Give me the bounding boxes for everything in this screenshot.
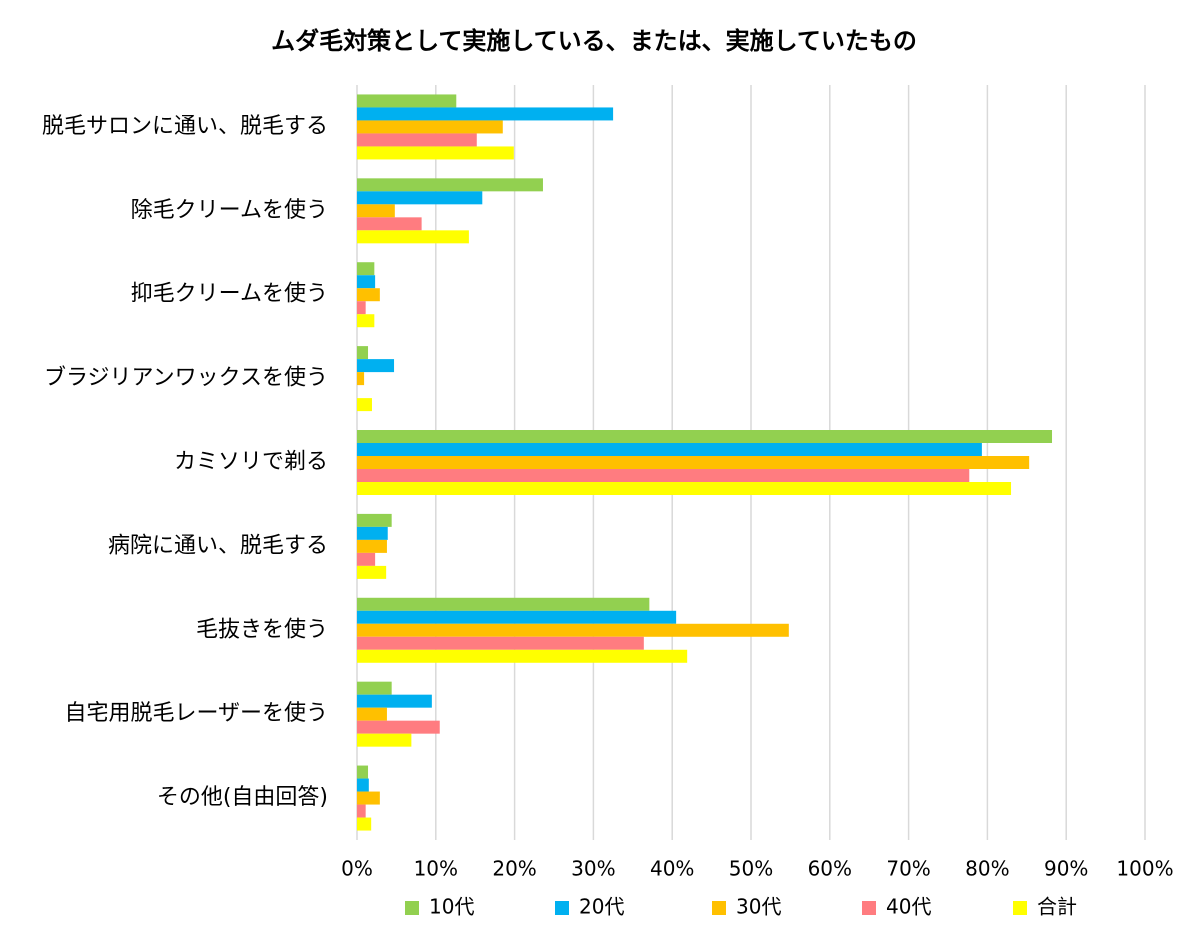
bar	[357, 120, 503, 134]
y-tick-label: ブラジリアンワックスを使う	[44, 366, 328, 391]
bar	[357, 804, 366, 818]
legend-label: 合計	[1037, 895, 1077, 919]
bar	[357, 733, 412, 747]
y-tick-label: 脱毛サロンに通い、脱毛する	[42, 114, 328, 139]
bar	[357, 275, 376, 289]
bar	[357, 817, 372, 831]
legend-swatch	[1013, 901, 1027, 915]
bar	[357, 94, 457, 108]
bar	[357, 778, 369, 792]
y-tick-label: 除毛クリームを使う	[131, 198, 328, 223]
bar	[357, 107, 614, 121]
bar	[357, 230, 469, 244]
legend-swatch	[555, 901, 569, 915]
bar	[357, 610, 677, 624]
bar	[357, 430, 1053, 443]
legend-swatch	[712, 901, 726, 915]
x-tick-label: 60%	[808, 857, 852, 881]
bar	[357, 552, 376, 566]
bar	[357, 694, 432, 708]
bar	[357, 565, 387, 579]
legend-label: 30代	[736, 895, 781, 919]
x-tick-label: 30%	[571, 857, 615, 881]
y-tick-label: 自宅用脱毛レーザーを使う	[64, 701, 328, 726]
bar	[357, 597, 650, 611]
bar	[357, 178, 543, 192]
chart-title: ムダ毛対策として実施している、または、実施していたもの	[271, 27, 917, 55]
bar	[357, 482, 1012, 495]
bar	[357, 791, 380, 805]
legend-swatch	[405, 901, 419, 915]
bar	[357, 314, 375, 328]
bar	[357, 204, 395, 218]
x-tick-label: 20%	[492, 857, 536, 881]
bar	[357, 133, 477, 147]
legend-label: 20代	[579, 895, 624, 919]
x-tick-label: 80%	[965, 857, 1009, 881]
bar	[357, 636, 644, 650]
legend-label: 10代	[429, 895, 474, 919]
y-tick-label: その他(自由回答)	[157, 785, 328, 810]
y-tick-label: 毛抜きを使う	[196, 617, 328, 642]
x-tick-label: 10%	[414, 857, 458, 881]
bar	[357, 720, 440, 734]
bar	[357, 456, 1030, 469]
bar	[357, 359, 395, 373]
bar	[357, 469, 970, 482]
y-tick-label: 抑毛クリームを使う	[131, 282, 328, 307]
bar	[357, 372, 365, 386]
bar	[357, 191, 483, 205]
bar	[357, 765, 369, 779]
y-tick-label: 病院に通い、脱毛する	[108, 533, 328, 558]
bar	[357, 649, 688, 663]
bar	[357, 398, 372, 412]
legend-label: 40代	[886, 895, 931, 919]
bar	[357, 262, 375, 276]
bar	[357, 526, 388, 540]
bar	[357, 707, 387, 721]
bar	[357, 513, 392, 527]
x-tick-label: 90%	[1044, 857, 1088, 881]
bar	[357, 539, 387, 553]
bar	[357, 443, 982, 456]
bar	[357, 217, 422, 231]
bar	[357, 346, 369, 360]
x-tick-label: 100%	[1116, 857, 1173, 881]
x-tick-label: 40%	[650, 857, 694, 881]
legend-swatch	[862, 901, 876, 915]
bar	[357, 301, 366, 315]
bar	[357, 681, 392, 695]
y-tick-label: カミソリで剃る	[174, 450, 328, 475]
bar	[357, 146, 514, 160]
bar	[357, 288, 380, 302]
x-tick-label: 0%	[341, 857, 373, 881]
x-tick-label: 70%	[886, 857, 930, 881]
bar	[357, 623, 789, 637]
x-tick-label: 50%	[729, 857, 773, 881]
